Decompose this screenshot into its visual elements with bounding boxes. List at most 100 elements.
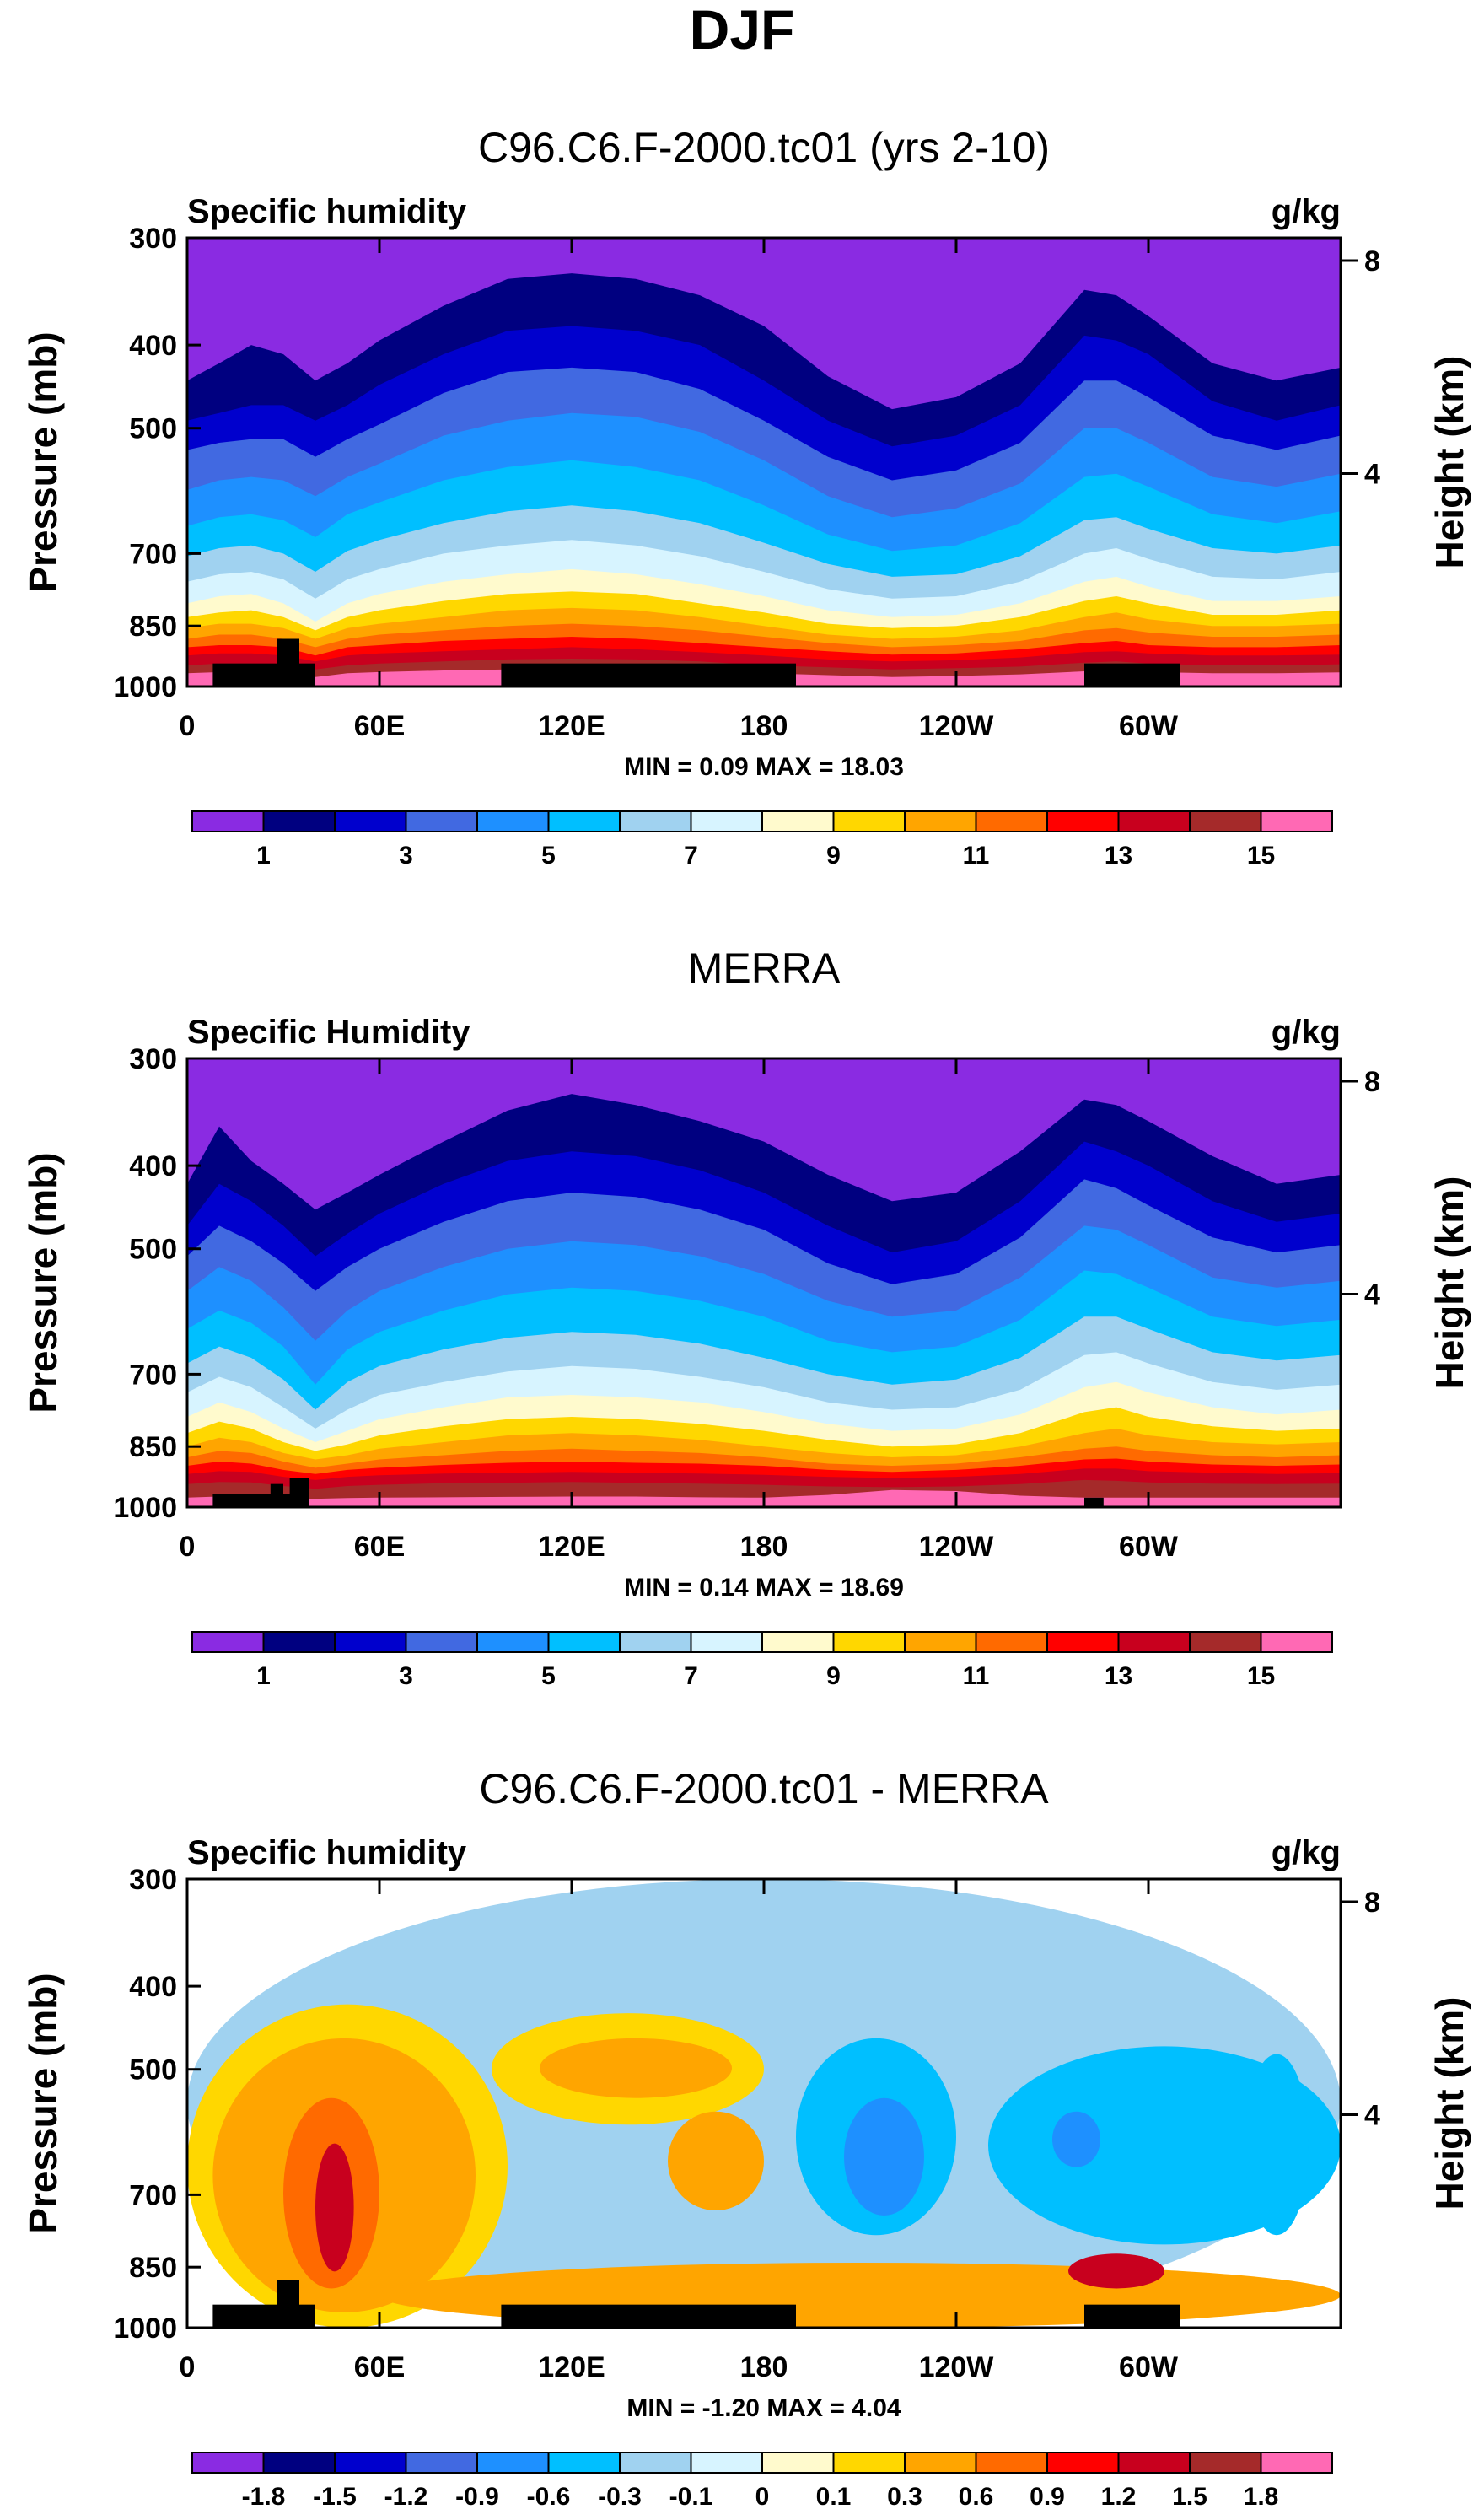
colorbar-label: 1 (256, 842, 271, 870)
land-mask (1084, 663, 1180, 686)
y2-tick-label: 8 (1364, 1887, 1380, 1919)
colorbar-swatch (476, 810, 550, 832)
land-mask (277, 638, 299, 686)
y-tick-label: 1000 (113, 2312, 177, 2345)
plot-area (187, 1879, 1341, 2328)
colorbar-swatch (975, 810, 1048, 832)
min-max-stats: MIN = 0.14 MAX = 18.69 (624, 1574, 904, 1602)
panel-2: MERRA Specific Humidity g/kg 0 60E 120E 180 120… (21, 945, 1471, 1690)
y-tick-label: 500 (129, 413, 177, 445)
colorbar-label: 13 (1105, 1662, 1132, 1690)
colorbar-swatch (476, 1631, 550, 1653)
colorbar-label: 1.2 (1101, 2483, 1137, 2509)
colorbar-swatch (547, 810, 621, 832)
colorbar-swatch (619, 1631, 692, 1653)
colorbar-swatch (1046, 2452, 1120, 2474)
colorbar: 1 3 5 7 9 11 13 15 (191, 1631, 1333, 1690)
figure-title: DJF (690, 0, 795, 61)
y-tick-label: 400 (129, 1971, 177, 2003)
min-max-stats: MIN = -1.20 MAX = 4.04 (626, 2394, 901, 2422)
y-tick-label: 300 (129, 1043, 177, 1075)
x-tick-label: 120E (538, 710, 605, 742)
colorbar-swatch (832, 810, 906, 832)
colorbar-label: 1.8 (1244, 2483, 1279, 2509)
y-tick-label: 1000 (113, 671, 177, 703)
colorbar-label: 11 (963, 842, 990, 870)
x-tick-label: 180 (740, 2351, 788, 2383)
y2-tick-label: 4 (1364, 1279, 1380, 1311)
y2-tick-label: 4 (1364, 2100, 1380, 2132)
contour-region (315, 2143, 354, 2272)
colorbar-swatch (761, 2452, 835, 2474)
x-tick-label: 0 (180, 710, 196, 742)
x-tick-label: 0 (180, 2351, 196, 2383)
land-mask (501, 663, 796, 686)
land-mask (1084, 1497, 1104, 1507)
colorbar-swatch (262, 1631, 336, 1653)
y2-axis-title: Height (km) (1428, 356, 1471, 569)
y-tick-label: 700 (129, 538, 177, 570)
colorbar-swatch (191, 2452, 265, 2474)
colorbar-swatch (619, 810, 692, 832)
colorbar-swatch (975, 2452, 1048, 2474)
land-mask (289, 1478, 309, 1507)
colorbar-swatch (904, 2452, 977, 2474)
land-mask (212, 2304, 315, 2328)
colorbar-label: 9 (826, 842, 841, 870)
colorbar-label: 11 (963, 1662, 990, 1690)
plot-area (187, 238, 1341, 686)
x-tick-label: 120W (919, 1531, 995, 1563)
contour-region (844, 2097, 924, 2216)
y2-tick-label: 4 (1364, 459, 1380, 491)
panel-variable-label: Specific Humidity (187, 1014, 470, 1051)
y-tick-label: 400 (129, 1150, 177, 1182)
colorbar-label: -1.8 (242, 2483, 286, 2509)
contour-region (1245, 2054, 1309, 2236)
x-tick-label: 60W (1119, 710, 1179, 742)
colorbar: -1.8 -1.5 -1.2 -0.9 -0.6 -0.3 -0.1 0 0.1 0.3 0.6 0.… (191, 2452, 1333, 2509)
colorbar-label: 0 (755, 2483, 770, 2509)
colorbar-swatch (191, 810, 265, 832)
y-tick-label: 1000 (113, 1492, 177, 1524)
y-tick-label: 400 (129, 330, 177, 362)
y2-axis-title: Height (km) (1428, 1176, 1471, 1390)
colorbar-swatch (262, 2452, 336, 2474)
contour-region (668, 2111, 764, 2210)
y-tick-label: 300 (129, 223, 177, 255)
colorbar-swatch (476, 2452, 550, 2474)
colorbar-swatch (761, 810, 835, 832)
land-mask (212, 1494, 309, 1507)
colorbar-label: 3 (399, 1662, 413, 1690)
x-tick-label: 60W (1119, 1531, 1179, 1563)
colorbar-swatch (1189, 2452, 1262, 2474)
colorbar-swatch (1046, 810, 1120, 832)
panel-units-label: g/kg (1272, 1834, 1341, 1871)
colorbar-label: -0.9 (455, 2483, 499, 2509)
colorbar-swatch (1189, 1631, 1262, 1653)
panel-title: C96.C6.F-2000.tc01 (yrs 2-10) (478, 124, 1050, 171)
colorbar-label: 15 (1247, 1662, 1275, 1690)
panel-variable-label: Specific humidity (187, 193, 467, 230)
x-tick-label: 120W (919, 2351, 995, 2383)
contour-region (540, 2038, 732, 2098)
colorbar-swatch (1260, 2452, 1333, 2474)
y-tick-label: 850 (129, 2252, 177, 2284)
x-tick-label: 120E (538, 2351, 605, 2383)
colorbar-label: -1.2 (384, 2483, 428, 2509)
colorbar-swatch (405, 810, 478, 832)
colorbar-swatch (690, 2452, 763, 2474)
colorbar-label: 1.5 (1172, 2483, 1207, 2509)
y2-axis-title: Height (km) (1428, 1997, 1471, 2210)
colorbar-label: 15 (1247, 842, 1275, 870)
colorbar-label: -0.1 (669, 2483, 713, 2509)
colorbar-swatch (975, 1631, 1048, 1653)
panel-units-label: g/kg (1272, 1014, 1341, 1051)
colorbar-label: 1 (256, 1662, 271, 1690)
y-tick-label: 850 (129, 611, 177, 643)
colorbar-swatch (1117, 1631, 1191, 1653)
colorbar-swatch (1189, 810, 1262, 832)
colorbar-swatch (1117, 810, 1191, 832)
colorbar-label: -0.6 (527, 2483, 571, 2509)
colorbar-swatch (761, 1631, 835, 1653)
x-tick-label: 120E (538, 1531, 605, 1563)
